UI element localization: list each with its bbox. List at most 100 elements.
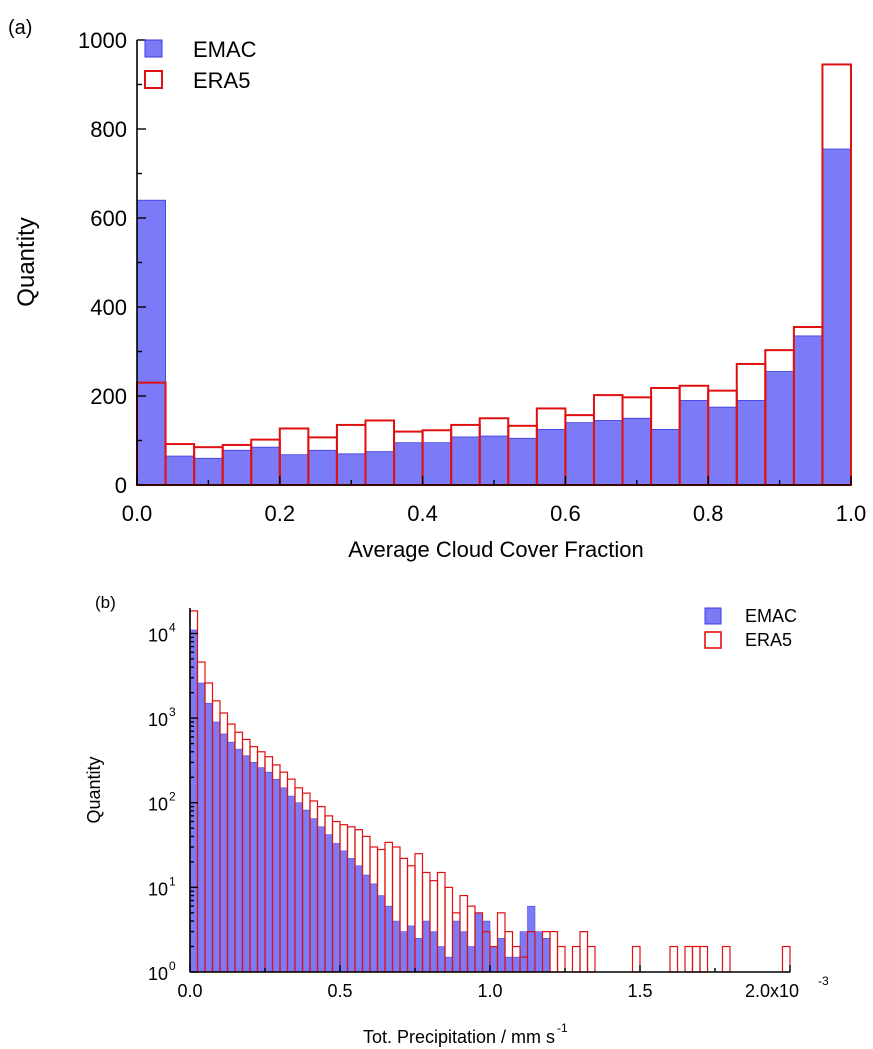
bar-b-emac-28 — [399, 931, 408, 973]
y-tick-label-exponent-b-4: 4 — [169, 620, 176, 634]
bar-b-emac-1 — [197, 682, 206, 973]
bar-b-emac-43 — [512, 956, 521, 973]
y-tick-label-b-1: 10 1 — [148, 874, 176, 899]
bar-b-era5-52 — [579, 931, 589, 973]
ticks-panel-b: 0.0 0.5 1.0 1.5 2.0x10 -310 010 110 210 310 4 — [148, 620, 829, 1001]
bar-a-emac-7 — [336, 453, 366, 486]
bar-b-emac-11 — [272, 778, 281, 973]
y-tick-label-a-5: 1000 — [78, 28, 127, 53]
bar-b-emac-3 — [212, 721, 221, 973]
bar-a-emac-10 — [422, 442, 452, 486]
y-tick-label-a-0: 0 — [115, 473, 127, 498]
bar-b-emac-42 — [504, 956, 513, 973]
bar-a-emac-24 — [822, 148, 852, 486]
bar-b-emac-38 — [474, 912, 483, 973]
bar-b-emac-19 — [332, 843, 341, 973]
x-axis-label-text-b: Tot. Precipitation / mm s — [363, 1027, 555, 1047]
bar-b-emac-46 — [534, 931, 543, 973]
bar-b-emac-33 — [437, 946, 446, 973]
bar-b-era5-48 — [549, 931, 559, 973]
x-axis-label-b: Tot. Precipitation / mm s -1 — [363, 1021, 568, 1047]
bar-b-emac-26 — [384, 905, 393, 973]
bar-b-emac-37 — [467, 946, 476, 973]
x-tick-label-a-4: 0.8 — [693, 501, 724, 526]
bar-b-emac-9 — [257, 767, 266, 973]
bar-b-emac-45 — [527, 905, 536, 973]
bar-b-emac-4 — [219, 733, 228, 973]
bar-b-emac-44 — [519, 931, 528, 973]
bar-b-era5-68 — [699, 945, 709, 973]
bar-b-emac-22 — [354, 865, 363, 973]
panel-label-b: (b) — [95, 593, 116, 612]
bar-b-era5-79 — [781, 945, 791, 973]
bar-b-emac-16 — [309, 818, 318, 973]
x-tick-label-a-0: 0.0 — [122, 501, 153, 526]
bar-b-emac-17 — [317, 826, 326, 973]
chart-panel-b: (b) 0.0 0.5 1.0 1.5 2.0x10 -310 010 110 210 310 4 … — [84, 593, 829, 1047]
y-tick-label-a-1: 200 — [90, 384, 127, 409]
bar-b-emac-24 — [369, 883, 378, 973]
bar-a-emac-8 — [365, 451, 395, 486]
bars-panel-a — [136, 63, 853, 487]
y-tick-label-b-2: 10 2 — [148, 790, 176, 815]
y-tick-label-base-b-2: 10 — [148, 795, 168, 815]
x-tick-label-b-last-exponent: -3 — [818, 974, 829, 988]
y-axis-label-b: Quantity — [84, 756, 104, 823]
bar-b-emac-41 — [497, 938, 506, 973]
y-tick-label-b-3: 10 3 — [148, 705, 176, 730]
bar-a-emac-12 — [479, 435, 509, 486]
legend-b: EMAC ERA5 — [704, 606, 797, 650]
bar-a-emac-19 — [679, 400, 709, 486]
y-tick-label-exponent-b-3: 3 — [169, 705, 176, 719]
bar-b-emac-10 — [264, 771, 273, 973]
y-tick-label-base-b-0: 10 — [148, 964, 168, 984]
bar-b-era5-67 — [691, 945, 701, 973]
bar-a-emac-4 — [250, 446, 281, 486]
bar-b-emac-23 — [362, 874, 371, 973]
bar-a-emac-15 — [565, 422, 595, 486]
bar-a-emac-14 — [536, 428, 566, 486]
bar-b-emac-5 — [227, 741, 236, 973]
y-tick-label-exponent-b-1: 1 — [169, 874, 176, 888]
bar-b-emac-40 — [489, 946, 498, 973]
bar-a-emac-17 — [622, 417, 652, 486]
bar-b-era5-51 — [571, 945, 581, 973]
legend-label-emac-a: EMAC — [193, 37, 257, 62]
bar-b-era5-71 — [721, 945, 731, 973]
bar-b-era5-59 — [631, 945, 641, 973]
bar-b-emac-34 — [444, 956, 453, 973]
bar-a-emac-16 — [593, 420, 623, 486]
panel-label-a: (a) — [8, 17, 32, 39]
x-tick-label-b-last: 2.0x10 — [745, 981, 799, 1001]
bar-b-emac-12 — [279, 787, 288, 973]
x-tick-label-b-1: 0.5 — [327, 981, 352, 1001]
x-tick-label-b-0: 0.0 — [177, 981, 202, 1001]
y-tick-label-b-0: 10 0 — [148, 959, 176, 984]
x-tick-label-a-1: 0.2 — [265, 501, 296, 526]
y-axis-label-a: Quantity — [13, 217, 40, 306]
ticks-panel-a: 0.0 0.2 0.4 0.6 0.8 1.0 0 200 400 600 800 1000 — [78, 28, 866, 526]
bar-a-emac-20 — [707, 406, 738, 486]
x-tick-label-b-3: 1.5 — [627, 981, 652, 1001]
legend-swatch-emac-a — [144, 39, 163, 58]
legend-a: EMAC ERA5 — [144, 37, 257, 93]
y-tick-label-base-b-1: 10 — [148, 879, 168, 899]
bar-b-emac-39 — [482, 920, 491, 973]
bar-b-emac-27 — [392, 920, 401, 973]
bar-b-emac-31 — [422, 920, 431, 973]
bar-a-emac-0 — [136, 199, 166, 486]
bars-panel-b — [189, 610, 791, 973]
bar-a-emac-23 — [793, 335, 823, 486]
bar-b-emac-8 — [249, 762, 258, 973]
bar-b-emac-21 — [347, 858, 356, 973]
legend-swatch-era5-a — [144, 70, 163, 89]
bar-b-emac-7 — [242, 755, 251, 973]
bar-a-emac-11 — [450, 436, 481, 486]
bar-b-era5-49 — [556, 945, 566, 973]
bar-b-emac-14 — [294, 802, 303, 973]
bar-b-emac-15 — [302, 809, 311, 973]
bar-a-emac-3 — [222, 449, 252, 486]
bar-b-era5-66 — [684, 945, 694, 973]
bar-b-emac-30 — [414, 938, 423, 973]
